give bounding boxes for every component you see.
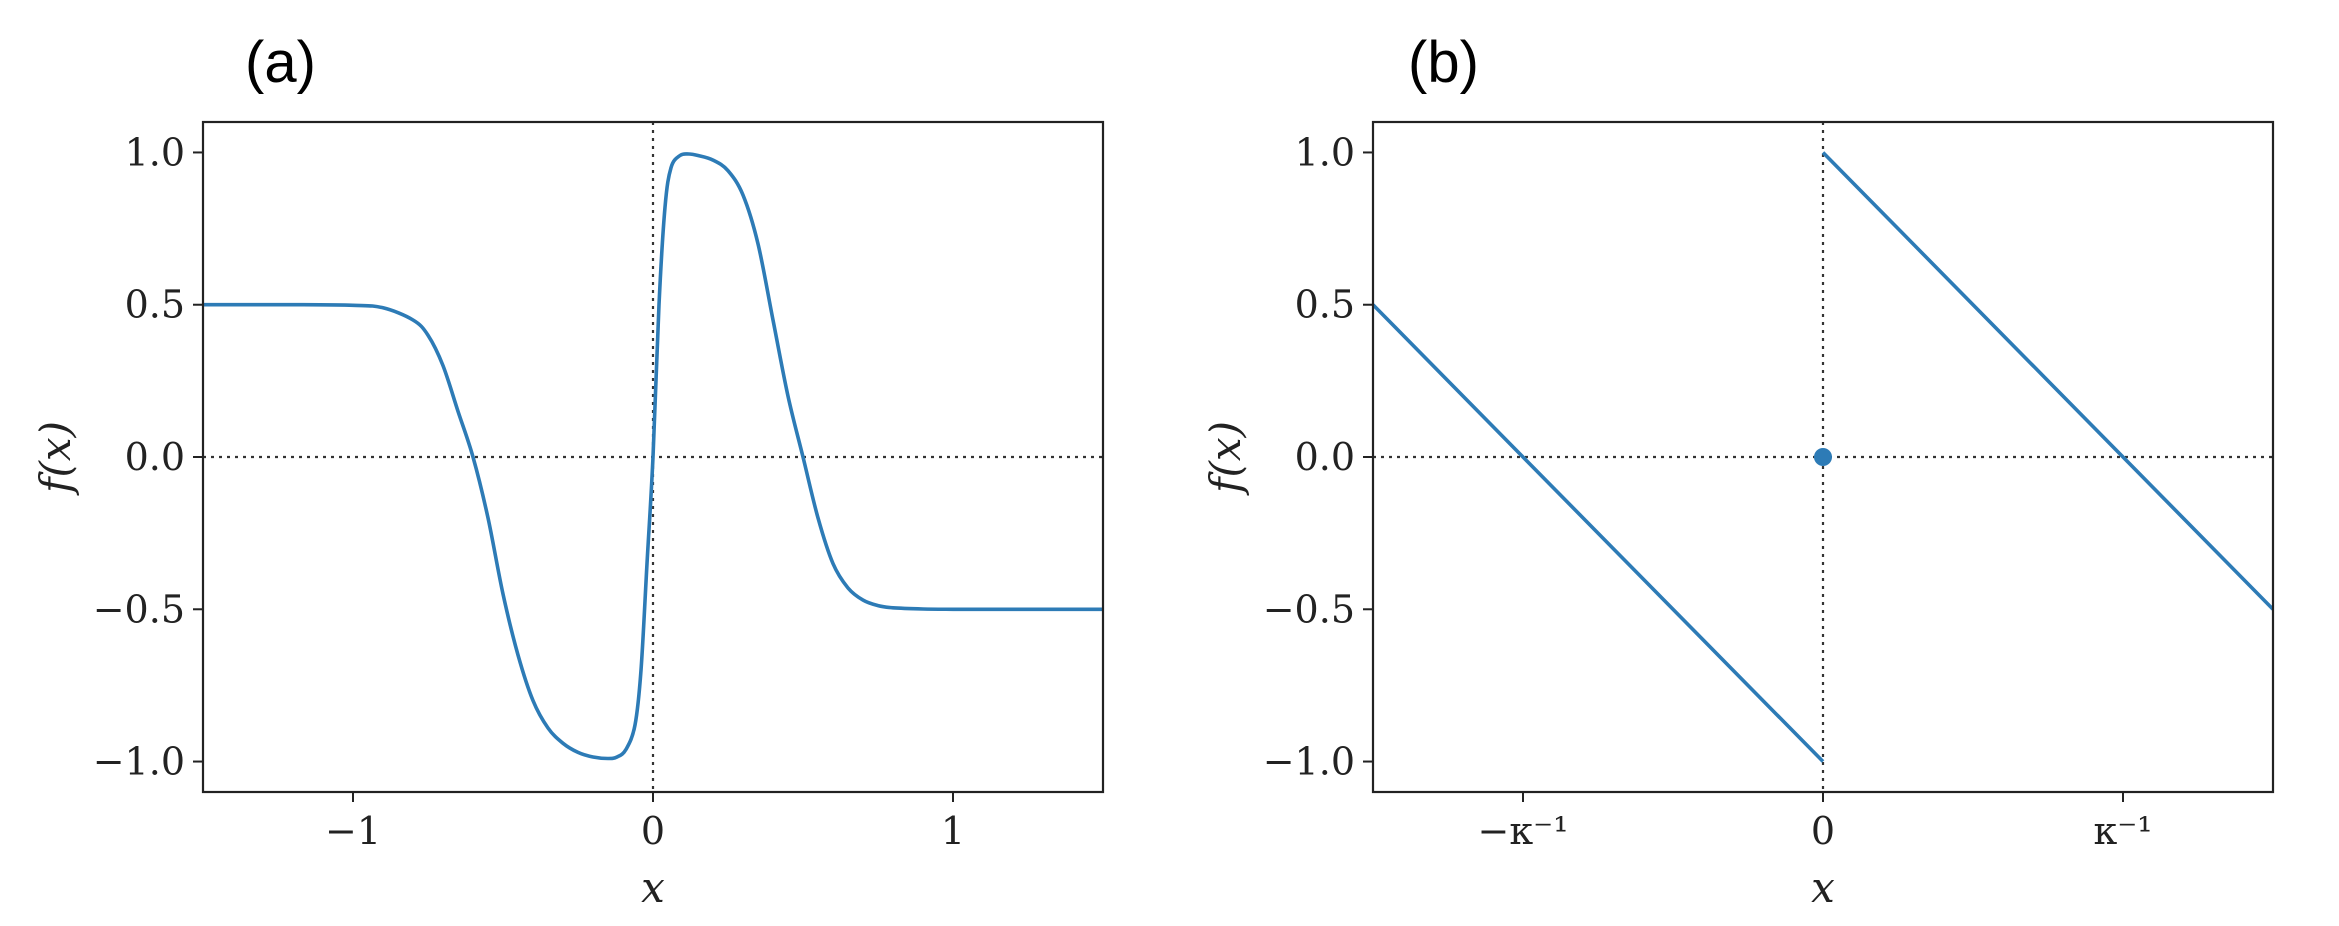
panel-b-plot-area — [1373, 122, 2273, 792]
panel-a-series-line-1 — [203, 152, 1103, 761]
panel-a-ticks: −1 0 1 −1.0 −0.5 0.0 0.5 1.0 — [93, 130, 965, 853]
panel-b-x-tick-label: −κ⁻¹ — [1478, 809, 1569, 853]
panel-b-y-tick-label: 1.0 — [1295, 130, 1355, 174]
panel-a-x-tick-label: 0 — [641, 809, 665, 853]
panel-b-label: (b) — [1408, 30, 1479, 95]
panel-b-series-line-2 — [1821, 151, 2273, 611]
panel-b-y-tick-label: 0.5 — [1295, 283, 1355, 327]
panel-b-x-axis-title: x — [1811, 863, 1835, 912]
panel-a-y-tick-label: 1.0 — [125, 130, 185, 174]
panel-b-data-point-1 — [1814, 448, 1832, 466]
panel-a-y-tick-label: −1.0 — [93, 740, 185, 784]
panel-a-x-axis-title: x — [641, 863, 665, 912]
panel-a-y-axis-title: f(x) — [31, 421, 80, 496]
panel-b-x-tick-label: 0 — [1811, 809, 1835, 853]
panel-b-y-tick-label: −0.5 — [1263, 587, 1355, 631]
panel-b-x-tick-label: κ⁻¹ — [2093, 809, 2152, 853]
panel-a-x-tick-label: −1 — [325, 809, 381, 853]
panel-a-y-tick-label: −0.5 — [93, 587, 185, 631]
panel-a-plot-area — [203, 122, 1103, 792]
panel-b-ticks: −κ⁻¹ 0 κ⁻¹ −1.0 −0.5 0.0 0.5 1.0 — [1263, 130, 2153, 853]
panel-b-y-tick-label: −1.0 — [1263, 740, 1355, 784]
panel-b: (b) −κ⁻¹ 0 κ⁻¹ −1.0 −0.5 0.0 0.5 1.0 x f(x) — [1201, 30, 2275, 912]
panel-a-label: (a) — [245, 30, 316, 95]
panel-a: (a) −1 0 1 −1.0 −0.5 0.0 0.5 1.0 x f(x) — [31, 30, 1105, 912]
panel-a-x-tick-label: 1 — [941, 809, 965, 853]
panel-a-y-tick-label: 0.0 — [125, 435, 185, 479]
panel-b-y-tick-label: 0.0 — [1295, 435, 1355, 479]
panel-b-series-line-1 — [1373, 303, 1825, 763]
panel-b-y-axis-title: f(x) — [1201, 421, 1250, 496]
panel-a-y-tick-label: 0.5 — [125, 283, 185, 327]
